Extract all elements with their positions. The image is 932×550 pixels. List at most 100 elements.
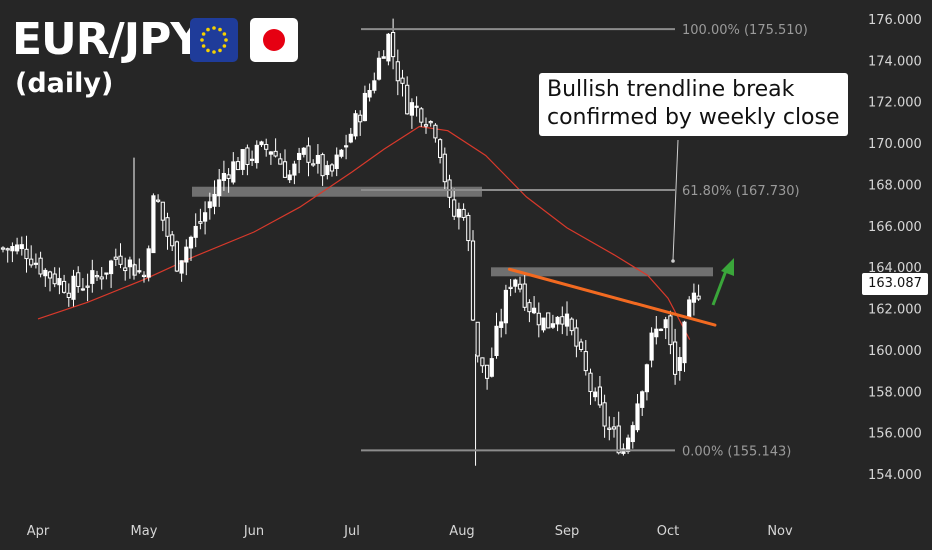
- candle: [165, 212, 170, 250]
- resistance-zone: [192, 186, 482, 197]
- candle-body: [579, 341, 584, 350]
- candle: [696, 284, 701, 301]
- candle-body: [668, 315, 673, 346]
- candle-body: [658, 328, 664, 331]
- candle: [452, 188, 457, 220]
- candle: [245, 144, 250, 176]
- candle-body: [344, 145, 349, 148]
- candle: [240, 149, 245, 176]
- candle: [217, 168, 222, 207]
- candle: [466, 212, 471, 252]
- candle-body: [43, 269, 48, 277]
- candle-body: [137, 270, 142, 273]
- candle: [593, 387, 598, 402]
- time-tick-label: Oct: [657, 524, 679, 539]
- time-tick-label: Aug: [449, 524, 474, 539]
- candle: [386, 33, 391, 66]
- candle: [193, 213, 198, 248]
- candle: [367, 83, 372, 102]
- eu-star: [206, 27, 210, 32]
- candle-body: [564, 313, 570, 327]
- candle-body: [123, 267, 128, 272]
- candle: [62, 274, 67, 294]
- candle: [682, 320, 687, 372]
- candle: [90, 259, 95, 293]
- candle: [203, 201, 208, 235]
- candle-body: [682, 321, 687, 364]
- candle-body: [569, 318, 574, 332]
- candle-body: [80, 288, 86, 291]
- candle-body: [358, 114, 363, 123]
- candle-body: [362, 92, 367, 122]
- candle: [80, 278, 86, 292]
- eu-star: [222, 44, 227, 48]
- candle: [447, 174, 452, 209]
- candle: [673, 328, 678, 385]
- trendline: [507, 267, 717, 327]
- resistance-zones: [192, 186, 713, 277]
- fib-level-label: 100.00% (175.510): [682, 23, 808, 38]
- candle-body: [475, 321, 480, 357]
- candle-body: [630, 425, 635, 443]
- candle-body: [207, 201, 212, 209]
- candle: [522, 275, 527, 311]
- candle: [687, 296, 692, 318]
- candle-body: [400, 77, 405, 84]
- candle-body: [85, 285, 90, 288]
- candle-body: [33, 262, 38, 265]
- candle-body: [71, 275, 76, 300]
- candle: [372, 72, 377, 94]
- candle: [611, 416, 617, 438]
- candle-body: [320, 154, 325, 177]
- time-tick-label: Jul: [343, 524, 360, 539]
- candle-body: [329, 164, 335, 172]
- candle: [325, 160, 330, 180]
- candle: [231, 152, 236, 185]
- candle-body: [381, 56, 386, 59]
- candle-body: [386, 33, 391, 62]
- candle: [630, 421, 635, 449]
- candle-body: [306, 145, 311, 163]
- candle: [0, 246, 6, 253]
- candle-body: [235, 161, 241, 171]
- candle: [644, 363, 649, 401]
- candle-body: [414, 105, 419, 108]
- candle: [273, 138, 278, 158]
- resistance-zone: [491, 267, 713, 277]
- candle-body: [517, 283, 523, 290]
- candle-body: [94, 275, 100, 278]
- candle: [574, 319, 579, 358]
- candle: [400, 69, 405, 97]
- candle-body: [250, 158, 255, 161]
- candle: [141, 271, 147, 283]
- candle-body: [301, 147, 306, 155]
- candle-body: [409, 102, 414, 116]
- candle-body: [19, 244, 24, 250]
- candle-body: [15, 244, 20, 252]
- candle: [160, 201, 165, 232]
- candle-body: [376, 57, 382, 80]
- candle: [123, 257, 128, 281]
- candle: [99, 267, 104, 290]
- candle: [29, 245, 34, 268]
- candle: [395, 49, 400, 96]
- candle-body: [334, 154, 339, 169]
- eu-star: [212, 50, 216, 54]
- moving-average-layer: [37, 125, 691, 340]
- candle-body: [193, 225, 198, 238]
- candle: [513, 278, 518, 293]
- candle: [405, 76, 410, 115]
- candle-body: [287, 174, 292, 181]
- candle-body: [339, 149, 344, 157]
- price-tick-label: 166.000: [868, 220, 922, 235]
- candle: [306, 137, 311, 177]
- candle: [470, 230, 476, 322]
- candle-body: [466, 214, 471, 242]
- candle-body: [433, 124, 438, 139]
- candle: [358, 110, 363, 136]
- candle: [376, 51, 382, 81]
- candle-body: [663, 319, 668, 329]
- candle: [109, 259, 114, 288]
- time-tick-label: Jun: [243, 524, 264, 539]
